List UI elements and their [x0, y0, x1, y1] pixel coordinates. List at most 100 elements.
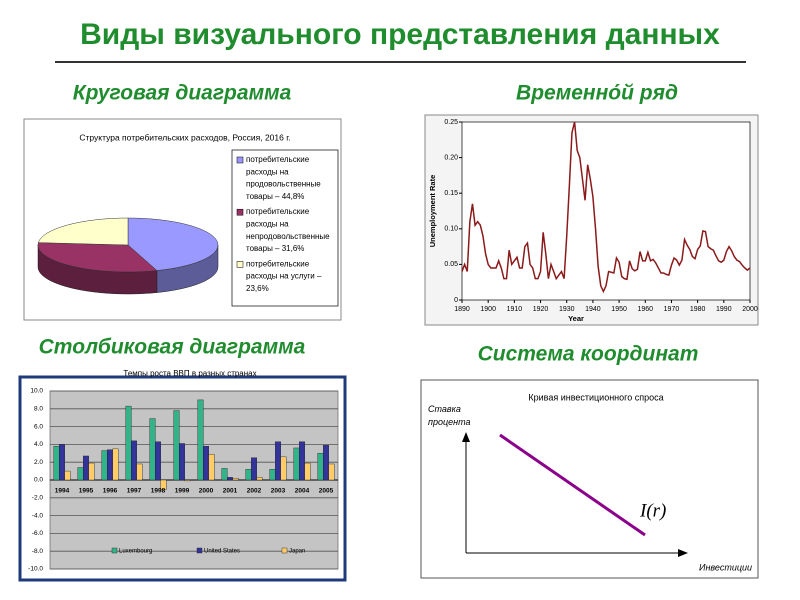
- bar: [83, 455, 89, 481]
- bar: [299, 441, 305, 481]
- section-heading: Круговая диаграмма: [73, 82, 292, 105]
- y-axis-label: Ставка процента: [428, 404, 470, 427]
- y-tick-label: -10.0: [28, 566, 43, 573]
- y-axis-label: Unemployment Rate: [428, 175, 437, 248]
- y-tick-label: 0.05: [444, 261, 458, 268]
- bar: [280, 456, 287, 481]
- diagram-panel: [420, 379, 759, 579]
- bar: [197, 399, 204, 481]
- x-tick-label: 1900: [480, 306, 496, 313]
- y-tick-label: 0.15: [444, 190, 458, 197]
- x-tick-label: 2005: [319, 488, 334, 495]
- bar: [173, 410, 180, 481]
- x-tick-label: 1980: [690, 306, 706, 313]
- slide-title: Виды визуального представления данных: [80, 18, 720, 51]
- bar: [323, 445, 329, 481]
- x-tick-label: 1950: [611, 306, 627, 313]
- x-tick-label: 2002: [247, 488, 262, 495]
- bar: [269, 469, 276, 481]
- x-tick-label: 2000: [199, 488, 214, 495]
- bar: [256, 477, 263, 481]
- x-tick-label: 1910: [507, 306, 523, 313]
- bar: [232, 478, 239, 481]
- x-tick-label: 1997: [127, 488, 142, 495]
- x-tick-label: 1998: [151, 488, 166, 495]
- x-tick-label: 2001: [223, 488, 238, 495]
- bar: [184, 479, 191, 482]
- legend-box: [231, 149, 339, 307]
- y-tick-label: 2.0: [34, 459, 43, 466]
- bar: [328, 463, 335, 481]
- y-tick-label: -8.0: [32, 548, 44, 555]
- chart-title: Структура потребительских расходов, Росс…: [79, 132, 290, 142]
- x-tick-label: 1890: [454, 306, 470, 313]
- chart-title: Темпы роста ВВП в разных странах: [123, 369, 256, 378]
- bar: [221, 468, 228, 481]
- curve-label: I(r): [639, 500, 666, 521]
- demand-curve: [499, 433, 646, 537]
- y-tick-label: 4.0: [34, 441, 43, 448]
- y-tick-label: -4.0: [32, 512, 44, 519]
- bar: [304, 462, 311, 481]
- y-tick-label: 0.10: [444, 226, 458, 233]
- x-tick-label: 1920: [533, 306, 549, 313]
- section-heading: Временно́й ряд: [516, 82, 678, 105]
- bar: [112, 448, 119, 481]
- arrow: [462, 432, 470, 442]
- bar: [101, 450, 108, 481]
- arrow: [678, 549, 688, 557]
- x-tick-label: 2004: [295, 488, 310, 495]
- bar: [64, 470, 71, 481]
- legend-label: Luxembourg: [119, 549, 152, 555]
- y-tick-label: 0.25: [444, 119, 458, 126]
- x-tick-label: 1995: [79, 488, 94, 495]
- series-line: [461, 121, 751, 294]
- x-tick-label: 1996: [103, 488, 118, 495]
- y-tick-label: -2.0: [32, 495, 44, 502]
- y-tick-label: 8.0: [34, 406, 43, 413]
- legend-label: Japan: [289, 549, 305, 555]
- y-tick-label: -6.0: [32, 530, 44, 537]
- section-heading: Столбиковая диаграмма: [39, 336, 306, 359]
- legend-swatch: [236, 208, 244, 216]
- legend-swatch: [111, 547, 118, 554]
- legend-swatch: [236, 156, 244, 164]
- y-tick-label: 0.0: [34, 477, 43, 484]
- bar: [293, 447, 300, 481]
- x-tick-label: 1990: [716, 306, 732, 313]
- legend-label: потребительские расходы на услуги – 23,6…: [246, 260, 324, 294]
- x-tick-label: 1940: [585, 306, 601, 313]
- x-tick-label: 2003: [271, 488, 286, 495]
- bar: [275, 441, 281, 481]
- y-tick-label: 0.20: [444, 154, 458, 161]
- bar: [160, 479, 167, 490]
- pie-slice: [37, 242, 158, 273]
- bar: [77, 467, 84, 481]
- x-tick-label: 1994: [55, 488, 70, 495]
- x-tick-label: 1960: [637, 306, 653, 313]
- pie-slice: [38, 217, 129, 246]
- bar: [179, 443, 185, 481]
- bar: [131, 440, 137, 481]
- y-tick-label: 10.0: [30, 388, 43, 395]
- bar: [136, 463, 143, 481]
- bar: [227, 477, 233, 481]
- section-heading: Система координат: [478, 343, 699, 366]
- x-tick-label: 2000: [742, 306, 758, 313]
- legend-label: потребительские расходы на непродовольст…: [246, 207, 332, 253]
- bar: [125, 405, 132, 481]
- plot-area: [461, 121, 751, 301]
- bar: [155, 441, 161, 481]
- bar: [88, 462, 95, 481]
- coordinate-diagram: Кривая инвестиционного спроса Ставка про…: [420, 379, 759, 579]
- x-tick-label: 1930: [559, 306, 575, 313]
- diagram-title: Кривая инвестиционного спроса: [528, 392, 663, 402]
- bar: [245, 469, 252, 481]
- x-axis-label: Year: [568, 314, 584, 323]
- legend-label: United States: [204, 549, 240, 555]
- x-tick-label: 1970: [664, 306, 680, 313]
- bar: [107, 449, 113, 481]
- legend-swatch: [281, 547, 288, 554]
- y-tick-label: 0: [454, 297, 458, 304]
